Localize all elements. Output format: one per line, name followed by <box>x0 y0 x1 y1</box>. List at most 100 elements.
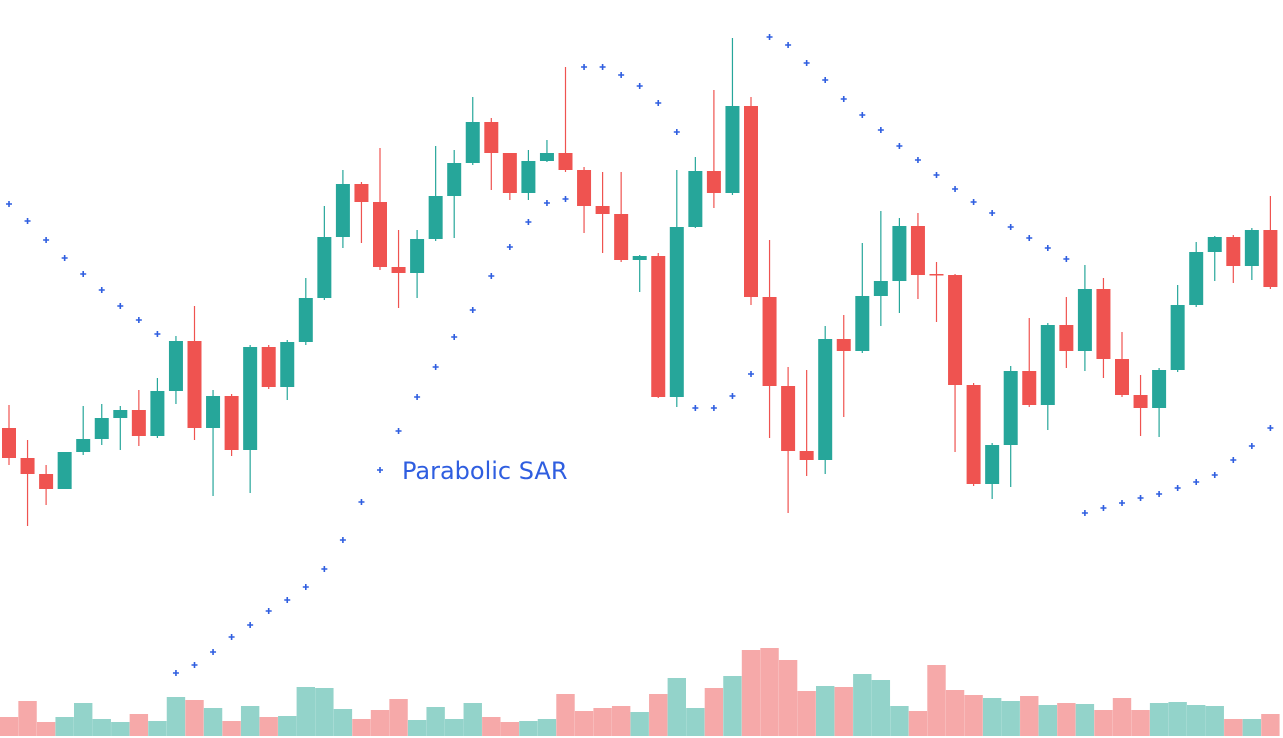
volume-bar <box>574 711 594 736</box>
candle-body <box>651 256 666 397</box>
sar-dot <box>377 467 383 473</box>
candle-body <box>243 347 258 450</box>
sar-dot <box>748 371 754 377</box>
candle-body <box>558 153 573 170</box>
volume-bar <box>982 698 1002 736</box>
volume-bar <box>1224 719 1243 736</box>
candle-body <box>224 396 239 450</box>
sar-dot <box>1026 235 1033 241</box>
candle-body <box>187 341 202 428</box>
candle-body <box>447 163 462 196</box>
sar-dot <box>877 127 884 133</box>
candle-body <box>577 170 592 206</box>
sar-dot <box>172 670 179 676</box>
volume-bar <box>1261 714 1280 736</box>
sar-dot <box>618 72 625 78</box>
volume-bar <box>0 717 19 736</box>
sar-dot <box>210 649 217 655</box>
sar-dot <box>803 60 810 66</box>
sar-dot <box>135 317 142 323</box>
sar-dot <box>1174 485 1181 491</box>
sar-dot <box>414 394 421 400</box>
candle-body <box>465 122 480 163</box>
candle-body <box>669 227 684 397</box>
sar-dot <box>358 499 365 505</box>
volume-bar <box>333 709 353 736</box>
candle-body <box>1152 370 1167 408</box>
sar-dot <box>284 597 291 603</box>
sar-dot <box>451 334 458 340</box>
sar-dot <box>395 428 402 434</box>
candle-body <box>1022 371 1037 405</box>
volume-bar <box>500 722 520 736</box>
candle-body <box>1133 395 1148 408</box>
volume-bar <box>278 716 297 736</box>
volume-bar <box>36 722 56 736</box>
candle-body <box>20 458 35 474</box>
sar-dot <box>766 34 773 40</box>
sar-dot <box>1193 479 1200 485</box>
volume-bar <box>389 699 408 736</box>
sar-dot <box>970 199 977 205</box>
volume-bar <box>1020 696 1039 736</box>
sar-dot <box>1007 224 1014 230</box>
candle-body <box>94 418 109 439</box>
volume-bar <box>760 648 779 736</box>
candle-body <box>614 214 629 260</box>
volume-bar <box>1187 705 1206 736</box>
volume-bar <box>1131 710 1150 736</box>
sar-dot <box>43 237 50 243</box>
volume-bar <box>593 708 612 736</box>
volume-bar <box>927 665 946 736</box>
sar-dot <box>1267 425 1274 431</box>
candle-body <box>836 339 851 351</box>
sar-dot <box>636 83 643 89</box>
candle-body <box>744 106 758 297</box>
volume-bar <box>296 687 315 736</box>
volume-bar <box>556 694 575 736</box>
sar-dot <box>840 96 847 102</box>
sar-dot <box>710 405 717 411</box>
candle-body <box>298 298 313 342</box>
volume-bar <box>797 691 816 736</box>
candle-body <box>1226 237 1241 266</box>
volume-bar <box>890 706 909 736</box>
volume-bar <box>611 706 631 736</box>
sar-dot <box>6 201 12 207</box>
volume-bar <box>352 719 371 736</box>
volume-bar <box>853 674 872 736</box>
sar-dot <box>673 129 680 135</box>
candle-body <box>280 342 295 387</box>
volume-bar <box>129 714 149 736</box>
sar-dot <box>1100 505 1107 511</box>
candle-body <box>354 184 369 202</box>
volume-bar <box>1001 701 1020 736</box>
volume-bar <box>741 650 761 736</box>
sar-dot <box>191 662 198 668</box>
candle-body <box>910 226 925 275</box>
candle-body <box>929 274 944 276</box>
volume-bar <box>704 688 724 736</box>
volume-bar <box>111 722 130 736</box>
sar-dot <box>952 186 959 192</box>
sar-dot <box>933 172 940 178</box>
candle-body <box>1059 325 1074 351</box>
candle-body <box>428 196 443 239</box>
sar-dot <box>61 255 68 261</box>
sar-dot <box>488 273 495 279</box>
volume-bar <box>315 688 334 736</box>
candle-body <box>799 451 814 460</box>
sar-dot <box>914 157 921 163</box>
sar-dot <box>247 622 254 628</box>
volume-bar <box>871 680 891 736</box>
sar-dot <box>1063 256 1070 262</box>
candle-body <box>2 428 16 458</box>
volume-bar <box>1112 698 1132 736</box>
sar-dot <box>1119 500 1125 506</box>
volume-bar <box>649 694 668 736</box>
candle-body <box>206 396 221 428</box>
candle-body <box>168 341 183 391</box>
candle-body <box>762 297 777 386</box>
volume-bar <box>407 720 427 736</box>
